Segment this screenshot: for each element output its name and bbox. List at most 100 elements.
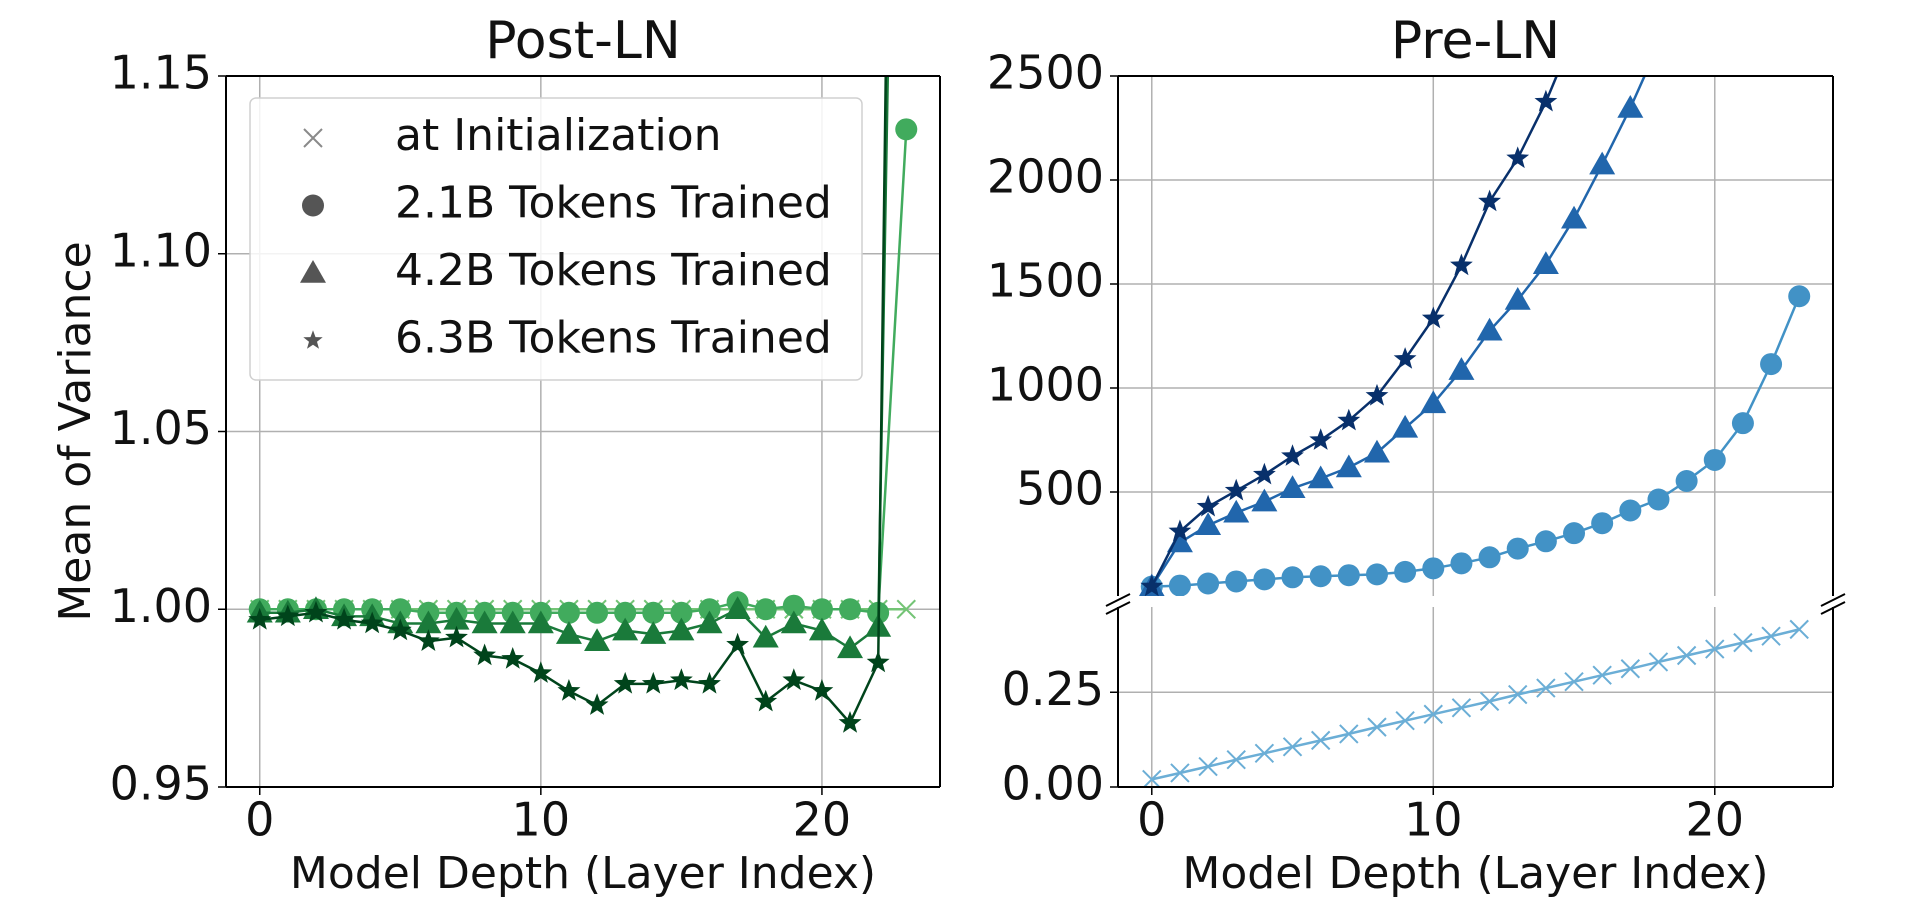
x-axis-label: Model Depth (Layer Index)	[290, 848, 876, 899]
marker	[1620, 659, 1641, 679]
y-tick-label: 2000	[987, 150, 1104, 204]
marker	[1478, 546, 1501, 569]
marker	[895, 118, 918, 141]
marker	[1589, 151, 1616, 175]
marker	[724, 596, 751, 619]
marker	[276, 604, 300, 627]
marker	[1170, 763, 1190, 783]
marker	[780, 610, 807, 634]
marker	[1647, 488, 1670, 511]
plot-area	[1139, 76, 1811, 596]
marker	[1450, 552, 1473, 575]
marker	[1532, 251, 1559, 274]
marker	[726, 632, 749, 655]
marker	[527, 610, 554, 634]
x-tick-label: 0	[245, 793, 274, 847]
marker	[1731, 412, 1754, 435]
marker	[557, 601, 580, 624]
marker	[640, 621, 667, 644]
marker	[1450, 253, 1473, 276]
marker	[612, 617, 639, 641]
marker	[1703, 448, 1726, 471]
marker	[1536, 678, 1556, 698]
marker	[782, 668, 806, 691]
marker	[499, 610, 526, 634]
chart-title: Post-LN	[485, 11, 680, 71]
marker	[1478, 189, 1501, 212]
marker	[1451, 698, 1472, 718]
marker	[1788, 285, 1811, 308]
marker	[1504, 287, 1531, 310]
series-line	[1151, 295, 1801, 588]
marker	[388, 618, 412, 641]
marker	[1197, 572, 1220, 595]
legend-label: at Initialization	[395, 110, 722, 161]
marker	[1168, 574, 1191, 596]
y-tick-label: 1000	[987, 358, 1104, 412]
marker	[1733, 632, 1753, 653]
plot-area	[246, 76, 918, 733]
marker	[1226, 750, 1246, 770]
marker	[557, 679, 581, 701]
x-tick-label: 10	[512, 793, 571, 847]
marker	[1676, 645, 1697, 666]
marker	[1225, 570, 1248, 593]
marker	[1395, 710, 1415, 731]
marker	[1196, 494, 1220, 517]
marker	[1421, 306, 1445, 329]
marker	[1335, 454, 1362, 478]
marker	[1619, 499, 1642, 522]
x-tick-label: 0	[1137, 793, 1166, 847]
legend-label: 2.1B Tokens Trained	[395, 178, 832, 229]
marker	[1617, 95, 1644, 118]
legend-box	[249, 97, 863, 381]
legend-marker	[302, 194, 324, 217]
y-tick-label: 1500	[987, 254, 1104, 308]
marker	[1223, 499, 1250, 523]
marker	[304, 600, 328, 623]
marker	[445, 625, 468, 648]
y-tick-label: 0.00	[1002, 757, 1104, 811]
marker	[1394, 560, 1417, 583]
marker	[1309, 565, 1332, 588]
marker	[614, 601, 637, 624]
y-tick-label: 1.15	[110, 46, 212, 100]
marker	[1534, 530, 1557, 553]
marker	[471, 610, 498, 634]
y-tick-label: 0.25	[1002, 662, 1104, 716]
y-tick-label: 1.05	[110, 401, 212, 455]
marker	[1279, 475, 1306, 499]
marker	[698, 671, 721, 694]
marker	[1393, 347, 1417, 369]
marker	[332, 607, 356, 630]
marker	[1423, 704, 1443, 724]
y-tick-label: 1.00	[110, 579, 212, 633]
marker	[1506, 537, 1529, 560]
marker	[1705, 639, 1725, 659]
chart-title: Pre-LN	[1391, 11, 1560, 71]
marker	[1789, 619, 1809, 640]
marker	[1561, 205, 1588, 229]
y-axis-label: Mean of Variance	[50, 241, 101, 621]
marker	[782, 594, 805, 617]
plot-area	[1142, 619, 1809, 787]
y-tick-label: 0.95	[110, 757, 212, 811]
marker	[1140, 574, 1164, 596]
marker	[360, 611, 384, 634]
series-line	[1150, 76, 1646, 588]
marker	[837, 635, 864, 659]
marker	[670, 668, 693, 691]
y-tick-label: 1.10	[110, 223, 212, 277]
marker	[1363, 439, 1390, 463]
marker	[696, 610, 723, 634]
marker	[1365, 383, 1389, 406]
marker	[1761, 626, 1781, 646]
marker	[1506, 146, 1530, 169]
x-axis-label: Model Depth (Layer Index)	[1182, 848, 1768, 899]
marker	[248, 607, 272, 630]
marker	[670, 601, 693, 624]
marker	[1420, 390, 1447, 414]
marker	[1339, 724, 1359, 744]
